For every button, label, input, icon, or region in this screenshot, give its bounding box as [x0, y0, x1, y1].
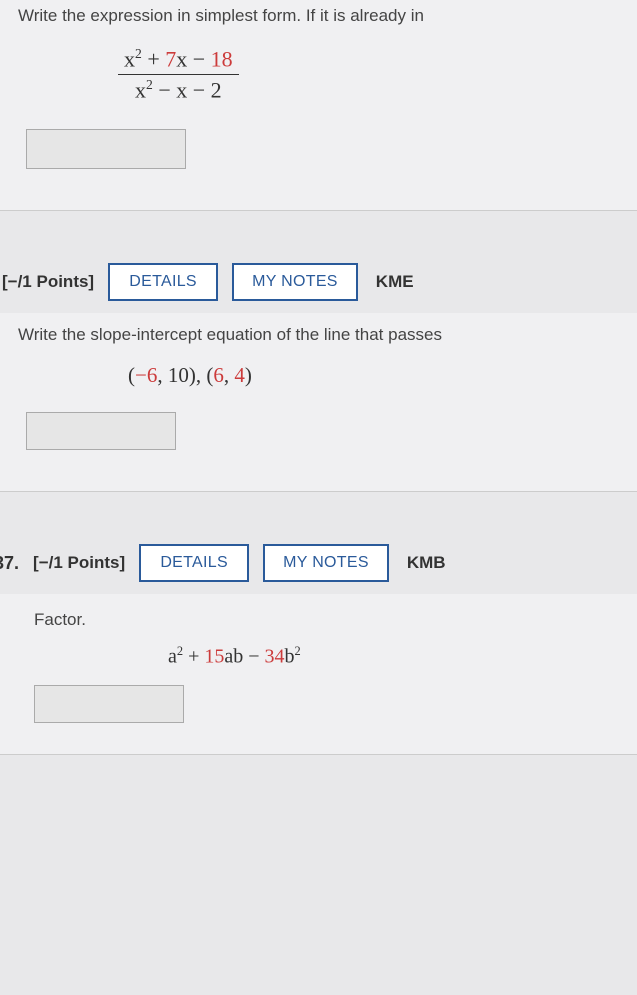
q2-answer-input[interactable]: [26, 412, 176, 450]
q3-factor-label: Factor.: [8, 600, 637, 640]
q2-book: KME: [376, 272, 414, 292]
question-2: Write the slope-intercept equation of th…: [0, 313, 637, 492]
denominator: x2 − x − 2: [118, 75, 239, 103]
numerator: x2 + 7x − 18: [118, 46, 239, 75]
question-1: Write the expression in simplest form. I…: [0, 0, 637, 211]
q1-answer-input[interactable]: [26, 129, 186, 169]
q3-expression: a2 + 15ab − 34b2: [8, 640, 637, 677]
q2-points-list: (−6, 10), (6, 4): [8, 359, 637, 404]
fraction: x2 + 7x − 18 x2 − x − 2: [118, 46, 239, 104]
q1-expression: x2 + 7x − 18 x2 − x − 2: [8, 40, 637, 122]
q3-header: 37. [−/1 Points] DETAILS MY NOTES KMB: [0, 526, 637, 594]
q2-points: [−/1 Points]: [2, 272, 94, 292]
details-button[interactable]: DETAILS: [108, 263, 218, 301]
my-notes-button[interactable]: MY NOTES: [263, 544, 389, 582]
q1-prompt: Write the expression in simplest form. I…: [8, 0, 637, 40]
q3-book: KMB: [407, 553, 446, 573]
spacer: [0, 492, 637, 526]
spacer: [0, 211, 637, 245]
q2-prompt: Write the slope-intercept equation of th…: [8, 319, 637, 359]
q2-header: [−/1 Points] DETAILS MY NOTES KME: [0, 245, 637, 313]
q3-answer-input[interactable]: [34, 685, 184, 723]
my-notes-button[interactable]: MY NOTES: [232, 263, 358, 301]
question-3: Factor. a2 + 15ab − 34b2: [0, 594, 637, 755]
q3-number: 37.: [0, 553, 19, 574]
details-button[interactable]: DETAILS: [139, 544, 249, 582]
q3-points: [−/1 Points]: [33, 553, 125, 573]
